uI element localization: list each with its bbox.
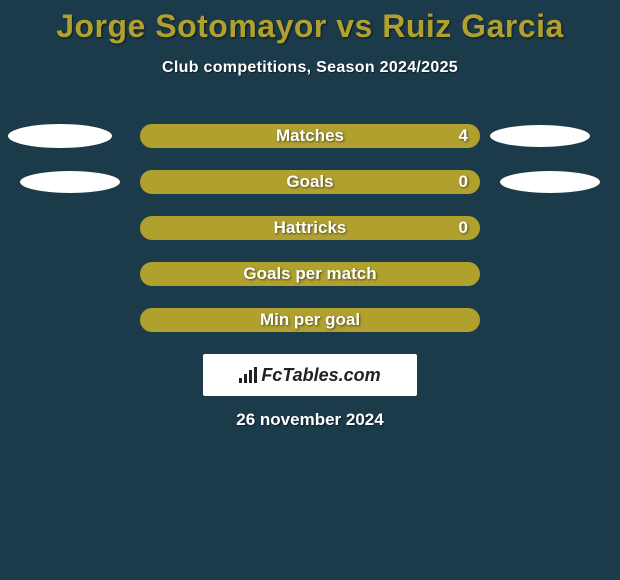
stat-bar: Min per goal	[140, 308, 480, 332]
bars-icon	[239, 367, 257, 383]
branding-label: FcTables.com	[239, 365, 380, 386]
left-ellipse	[20, 171, 120, 193]
stat-bar: Matches4	[140, 124, 480, 148]
stat-label: Hattricks	[140, 218, 480, 238]
right-ellipse	[490, 125, 590, 147]
page-title: Jorge Sotomayor vs Ruiz Garcia	[0, 0, 620, 45]
stat-row: Matches4	[0, 124, 620, 148]
stat-rows: Matches4Goals0Hattricks0Goals per matchM…	[0, 124, 620, 354]
stat-bar: Goals per match	[140, 262, 480, 286]
stat-row: Goals per match	[0, 262, 620, 286]
stat-value: 0	[459, 218, 468, 238]
stat-bar: Goals0	[140, 170, 480, 194]
stat-value: 4	[459, 126, 468, 146]
stat-label: Matches	[140, 126, 480, 146]
stat-row: Goals0	[0, 170, 620, 194]
left-ellipse	[8, 124, 112, 148]
subtitle: Club competitions, Season 2024/2025	[0, 59, 620, 77]
stat-value: 0	[459, 172, 468, 192]
stat-row: Min per goal	[0, 308, 620, 332]
stat-bar: Hattricks0	[140, 216, 480, 240]
date-label: 26 november 2024	[0, 410, 620, 430]
branding-box: FcTables.com	[203, 354, 417, 396]
right-ellipse	[500, 171, 600, 193]
stat-label: Goals per match	[140, 264, 480, 284]
stat-row: Hattricks0	[0, 216, 620, 240]
stat-label: Goals	[140, 172, 480, 192]
infographic-canvas: Jorge Sotomayor vs Ruiz Garcia Club comp…	[0, 0, 620, 580]
stat-label: Min per goal	[140, 310, 480, 330]
branding-text: FcTables.com	[261, 365, 380, 386]
